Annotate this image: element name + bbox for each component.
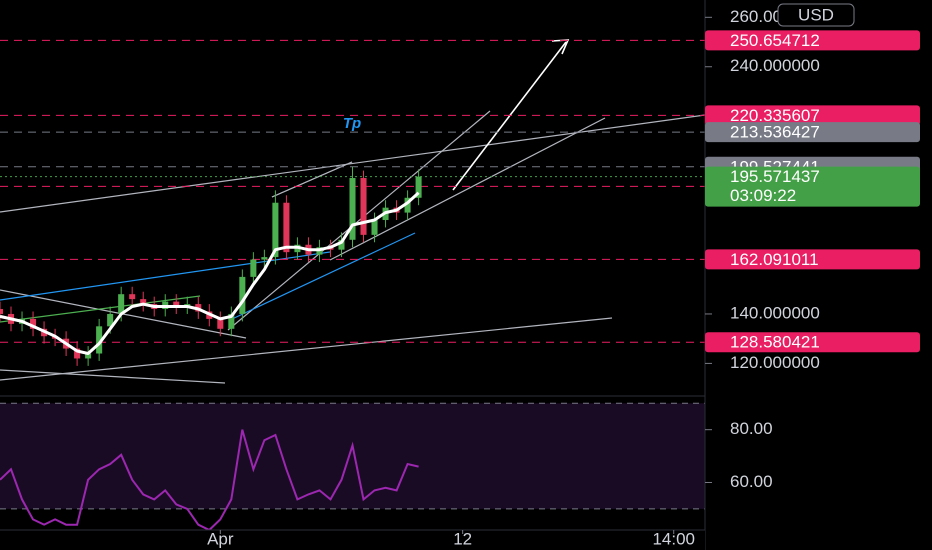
level-label: 250.654712 [730,31,820,50]
trend-line [229,232,416,321]
trend-line [329,117,606,261]
currency[interactable]: USD [798,5,834,24]
y2-tick-label: 80.00 [730,419,773,438]
candle-body [360,177,367,235]
moving-average [0,191,420,355]
candle-body [140,299,147,305]
candle-body [118,294,125,314]
y2-tick-label: 60.00 [730,472,773,491]
x-tick-label: 12 [453,529,472,548]
candle-body [272,202,279,258]
trend-line [271,161,353,198]
trend-line [227,110,491,331]
candle-body [228,313,235,329]
candle-body [30,318,37,329]
level-label-box [705,249,920,270]
candle-body [96,326,103,354]
countdown: 03:09:22 [730,186,796,205]
level-label: 213.536427 [730,123,820,142]
last-price-box [705,166,920,207]
candle-body [338,239,345,250]
level-label: 220.335607 [730,106,820,125]
currency-box[interactable] [777,3,855,27]
y-tick-label: 140.000000 [730,303,820,322]
level-label-box [705,122,920,143]
y-tick-label: 240.000000 [730,56,820,75]
level-label: 128.580421 [730,333,820,352]
y-tick-label: 120.000000 [730,353,820,372]
candle-body [74,348,81,359]
last-price-label: 195.571437 [730,167,820,186]
candle-body [250,259,257,277]
candle-body [283,202,290,253]
level-label-box [705,30,920,51]
candle-body [371,220,378,235]
rsi-band-fill [0,403,705,509]
candle-body [404,197,411,213]
candle-body [217,318,224,329]
level-label-box [705,332,920,353]
x-tick-label: Apr [207,529,234,548]
candle-body [415,176,422,198]
level-label-box [705,105,920,126]
candle-body [239,276,246,314]
trend-line [0,114,706,213]
arrow-head [551,39,570,55]
candle-body [261,257,268,260]
candle-body [107,313,114,327]
arrow [452,41,567,191]
candle-body [349,177,356,240]
annotation: Tp [343,115,361,132]
trend-line [0,369,226,384]
x-tick-label: 14:00 [652,529,695,548]
candle-body [85,353,92,359]
level-label: 162.091011 [730,250,819,269]
x-axis-bg [0,530,705,550]
candle-body [173,301,180,307]
trend-line [0,317,613,381]
candle-body [0,309,4,314]
candle-body [129,294,136,300]
